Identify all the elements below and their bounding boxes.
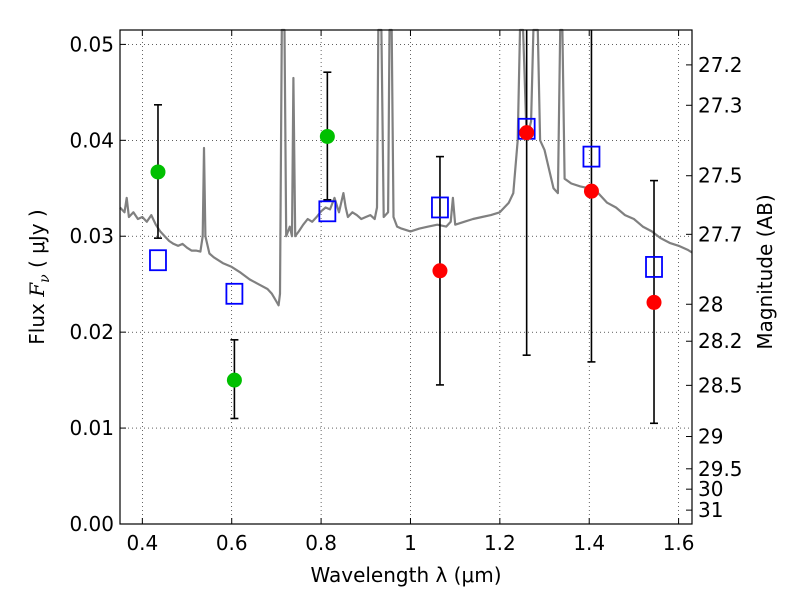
right-axis-title: Magnitude (AB) [753,194,777,349]
plot-frame [119,29,693,525]
red-point-marker [432,263,448,279]
y-axis-title-unit: ( μJy ) [25,209,49,274]
spectrum-series [119,28,693,307]
y-tick-label: 0.01 [69,416,114,440]
model-square-marker [431,196,449,219]
x-tick-label: 0.8 [305,531,337,555]
right-tick-label: 28 [698,292,723,316]
y-axis-title: Flux Fν ( μJy ) [25,209,53,344]
y-axis-title-subscript: ν [37,274,53,283]
green-point-marker [319,128,335,144]
x-tick-label: 1.4 [573,531,605,555]
y-tick-label: 0.00 [69,512,114,536]
data-markers [149,117,663,388]
red-point-marker [519,125,535,141]
right-tick-label: 27.3 [698,93,743,117]
x-axis-title: Wavelength λ (μm) [310,563,501,587]
red-point-marker [646,294,662,310]
y-axis-title-symbol: F [25,282,49,298]
grid-lines [120,30,692,524]
y-tick-label: 0.02 [69,320,114,344]
right-tick-label: 29.5 [698,457,743,481]
right-tick-label: 28.2 [698,329,743,353]
model-square-marker [582,145,601,168]
right-tick-label: 31 [698,498,723,522]
right-tick-label: 27.7 [698,222,743,246]
y-axis-title-prefix: Flux [25,297,49,345]
model-square-marker [225,282,244,305]
y-tick-label: 0.05 [69,32,114,56]
right-tick-label: 27.5 [698,164,743,188]
green-point-marker [150,164,166,180]
right-tick-label: 27.2 [698,53,743,77]
error-bars [153,30,659,425]
model-square-marker [645,256,663,278]
x-tick-label: 0.4 [126,531,158,555]
y-tick-label: 0.03 [69,224,114,248]
x-tick-label: 0.6 [216,531,248,555]
y-tick-label: 0.04 [69,128,114,152]
x-tick-label: 1.2 [484,531,516,555]
right-tick-label: 28.5 [698,373,743,397]
model-square-marker [318,200,337,223]
model-square-marker [149,249,167,272]
x-tick-label: 1 [404,531,417,555]
green-point-marker [226,372,242,388]
right-tick-label: 30 [698,477,723,501]
spectrum-line [119,28,693,307]
right-tick-label: 29 [698,425,723,449]
x-tick-label: 1.6 [663,531,695,555]
axis-ticks: 0.4 0.6 0.8 1 1.2 1.4 1.6 0.00 0.01 0.02 0.03 0.04 0… [69,30,743,555]
red-point-marker [583,183,599,199]
